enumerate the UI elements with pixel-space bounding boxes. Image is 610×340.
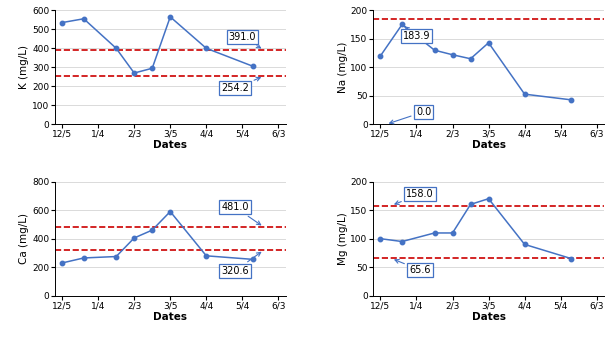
X-axis label: Dates: Dates	[153, 312, 187, 322]
Text: 65.6: 65.6	[395, 259, 431, 275]
Text: 320.6: 320.6	[221, 252, 260, 276]
Text: 183.9: 183.9	[403, 27, 430, 41]
X-axis label: Dates: Dates	[472, 312, 506, 322]
X-axis label: Dates: Dates	[153, 140, 187, 150]
Text: 0.0: 0.0	[390, 107, 431, 124]
Text: 158.0: 158.0	[395, 189, 434, 204]
Y-axis label: Na (mg/L): Na (mg/L)	[338, 41, 348, 93]
Y-axis label: K (mg/L): K (mg/L)	[20, 45, 29, 89]
X-axis label: Dates: Dates	[472, 140, 506, 150]
Text: 254.2: 254.2	[221, 77, 260, 93]
Y-axis label: Mg (mg/L): Mg (mg/L)	[338, 212, 348, 265]
Y-axis label: Ca (mg/L): Ca (mg/L)	[20, 213, 29, 264]
Text: 391.0: 391.0	[229, 32, 260, 48]
Text: 481.0: 481.0	[221, 202, 260, 225]
